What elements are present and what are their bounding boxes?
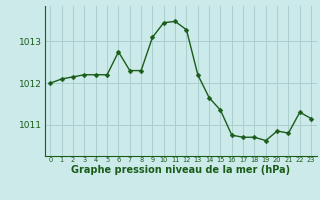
X-axis label: Graphe pression niveau de la mer (hPa): Graphe pression niveau de la mer (hPa) [71, 165, 290, 175]
